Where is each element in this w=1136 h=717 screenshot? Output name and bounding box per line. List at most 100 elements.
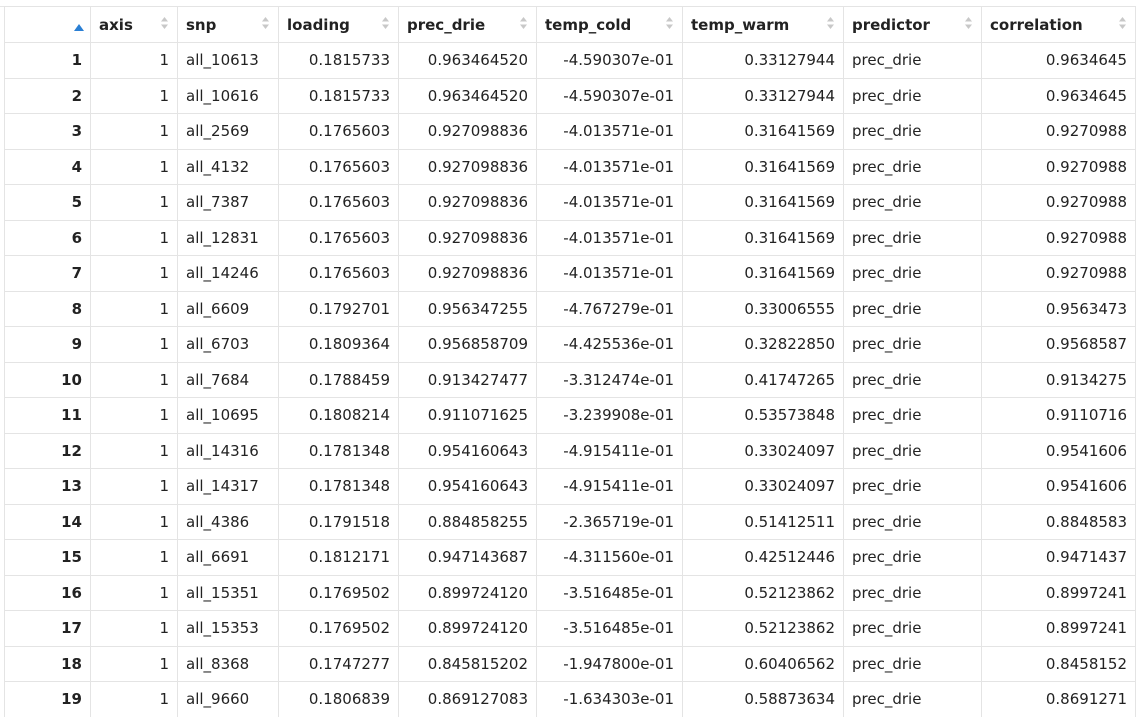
table-row: 19 1 all_9660 0.1806839 0.869127083 -1.634303…: [4, 681, 1136, 717]
cell-axis: 1: [90, 361, 178, 398]
cell-temp-cold: -4.590307e-01: [536, 42, 683, 79]
cell-temp-cold: -4.425536e-01: [536, 326, 683, 363]
cell-axis: 1: [90, 645, 178, 682]
cell-loading: 0.1769502: [278, 574, 399, 611]
cell-row-index: 9: [4, 326, 91, 363]
cell-axis: 1: [90, 148, 178, 185]
cell-row-index: 11: [4, 397, 91, 434]
sort-toggle-icon[interactable]: [665, 14, 674, 32]
cell-temp-cold: -3.516485e-01: [536, 610, 683, 647]
cell-axis: 1: [90, 432, 178, 469]
sort-toggle-icon[interactable]: [381, 14, 390, 32]
column-header-axis[interactable]: axis: [90, 6, 178, 43]
cell-snp: all_15353: [177, 610, 279, 647]
cell-row-index: 13: [4, 468, 91, 505]
cell-predictor: prec_drie: [843, 503, 982, 540]
cell-temp-cold: -3.516485e-01: [536, 574, 683, 611]
table-row: 2 1 all_10616 0.1815733 0.963464520 -4.590307…: [4, 77, 1136, 114]
cell-loading: 0.1769502: [278, 610, 399, 647]
cell-temp-warm: 0.33127944: [682, 42, 844, 79]
cell-predictor: prec_drie: [843, 113, 982, 150]
cell-loading: 0.1765603: [278, 113, 399, 150]
cell-prec-drie: 0.899724120: [398, 610, 537, 647]
cell-predictor: prec_drie: [843, 42, 982, 79]
cell-predictor: prec_drie: [843, 432, 982, 469]
column-header-label: loading: [287, 15, 350, 34]
cell-row-index: 8: [4, 290, 91, 327]
column-header-label: snp: [186, 15, 217, 34]
table-row: 17 1 all_15353 0.1769502 0.899724120 -3.51648…: [4, 610, 1136, 647]
cell-temp-warm: 0.33127944: [682, 77, 844, 114]
cell-temp-cold: -4.311560e-01: [536, 539, 683, 576]
cell-correlation: 0.9563473: [981, 290, 1136, 327]
cell-correlation: 0.9270988: [981, 255, 1136, 292]
cell-temp-cold: -4.590307e-01: [536, 77, 683, 114]
table-row: 3 1 all_2569 0.1765603 0.927098836 -4.013571e…: [4, 113, 1136, 150]
cell-axis: 1: [90, 290, 178, 327]
cell-prec-drie: 0.927098836: [398, 184, 537, 221]
cell-correlation: 0.9541606: [981, 432, 1136, 469]
cell-predictor: prec_drie: [843, 184, 982, 221]
cell-loading: 0.1809364: [278, 326, 399, 363]
cell-axis: 1: [90, 681, 178, 717]
column-header-label: temp_warm: [691, 15, 790, 34]
column-header-temp-warm[interactable]: temp_warm: [682, 6, 844, 43]
cell-temp-warm: 0.31641569: [682, 255, 844, 292]
cell-prec-drie: 0.869127083: [398, 681, 537, 717]
cell-snp: all_14246: [177, 255, 279, 292]
cell-row-index: 14: [4, 503, 91, 540]
cell-temp-warm: 0.31641569: [682, 184, 844, 221]
cell-loading: 0.1765603: [278, 148, 399, 185]
cell-temp-cold: -1.634303e-01: [536, 681, 683, 717]
cell-snp: all_14316: [177, 432, 279, 469]
cell-loading: 0.1792701: [278, 290, 399, 327]
table-row: 13 1 all_14317 0.1781348 0.954160643 -4.91541…: [4, 468, 1136, 505]
cell-row-index: 5: [4, 184, 91, 221]
cell-prec-drie: 0.954160643: [398, 468, 537, 505]
table-row: 8 1 all_6609 0.1792701 0.956347255 -4.767279e…: [4, 290, 1136, 327]
cell-predictor: prec_drie: [843, 397, 982, 434]
column-header-prec-drie[interactable]: prec_drie: [398, 6, 537, 43]
cell-row-index: 18: [4, 645, 91, 682]
cell-prec-drie: 0.913427477: [398, 361, 537, 398]
column-header-label: axis: [99, 15, 133, 34]
sort-toggle-icon[interactable]: [261, 14, 270, 32]
cell-snp: all_15351: [177, 574, 279, 611]
column-header-snp[interactable]: snp: [177, 6, 279, 43]
column-header-correlation[interactable]: correlation: [981, 6, 1136, 43]
cell-correlation: 0.9134275: [981, 361, 1136, 398]
cell-prec-drie: 0.927098836: [398, 219, 537, 256]
sort-toggle-icon[interactable]: [519, 14, 528, 32]
column-header-predictor[interactable]: predictor: [843, 6, 982, 43]
cell-temp-cold: -2.365719e-01: [536, 503, 683, 540]
cell-temp-warm: 0.58873634: [682, 681, 844, 717]
cell-correlation: 0.9634645: [981, 42, 1136, 79]
cell-predictor: prec_drie: [843, 148, 982, 185]
cell-prec-drie: 0.963464520: [398, 77, 537, 114]
cell-prec-drie: 0.963464520: [398, 42, 537, 79]
cell-snp: all_2569: [177, 113, 279, 150]
column-header-row-index[interactable]: [4, 6, 91, 43]
cell-snp: all_7684: [177, 361, 279, 398]
cell-temp-warm: 0.31641569: [682, 148, 844, 185]
column-header-loading[interactable]: loading: [278, 6, 399, 43]
sort-toggle-icon[interactable]: [964, 14, 973, 32]
cell-predictor: prec_drie: [843, 681, 982, 717]
cell-predictor: prec_drie: [843, 361, 982, 398]
cell-snp: all_10695: [177, 397, 279, 434]
cell-axis: 1: [90, 610, 178, 647]
cell-temp-warm: 0.41747265: [682, 361, 844, 398]
column-header-temp-cold[interactable]: temp_cold: [536, 6, 683, 43]
cell-loading: 0.1791518: [278, 503, 399, 540]
cell-predictor: prec_drie: [843, 574, 982, 611]
sort-toggle-icon[interactable]: [160, 14, 169, 32]
cell-temp-cold: -4.915411e-01: [536, 432, 683, 469]
cell-row-index: 15: [4, 539, 91, 576]
sort-ascending-icon[interactable]: [74, 18, 84, 31]
sort-toggle-icon[interactable]: [826, 14, 835, 32]
cell-temp-cold: -3.312474e-01: [536, 361, 683, 398]
cell-prec-drie: 0.947143687: [398, 539, 537, 576]
cell-temp-warm: 0.42512446: [682, 539, 844, 576]
cell-prec-drie: 0.956347255: [398, 290, 537, 327]
sort-toggle-icon[interactable]: [1118, 14, 1127, 32]
